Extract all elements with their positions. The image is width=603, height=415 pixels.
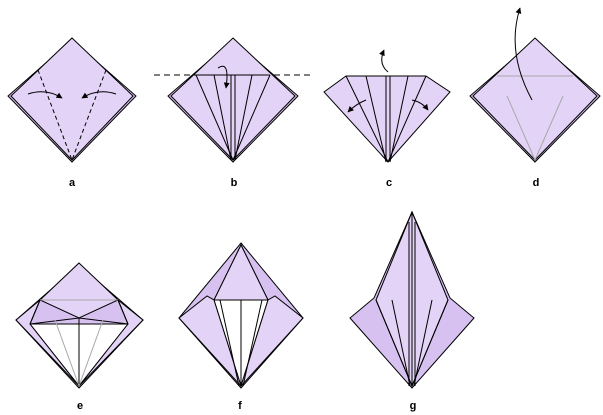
step-label-a: a xyxy=(69,177,76,189)
step-label-d: d xyxy=(533,177,540,189)
step-e-line-d xyxy=(78,317,129,325)
step-label-b: b xyxy=(231,177,238,189)
step-c-arrow-up xyxy=(379,49,389,73)
step-a-figure xyxy=(7,37,137,163)
step-d-figure xyxy=(469,7,601,163)
step-a-crease-left xyxy=(37,69,73,161)
step-g-figure xyxy=(349,210,475,389)
step-b-inner-right xyxy=(234,74,253,161)
step-c-edge-left xyxy=(345,75,389,163)
step-e-figure xyxy=(15,262,144,389)
step-c-inner-left xyxy=(365,75,387,163)
step-b-front-layer xyxy=(170,37,296,161)
step-g-edge-l xyxy=(375,299,413,387)
step-e-line-b xyxy=(117,299,129,325)
step-b-arrow xyxy=(217,65,230,89)
step-c-arrow-right xyxy=(411,99,429,111)
step-c-figure xyxy=(323,49,451,163)
step-a-crease-right xyxy=(71,69,107,161)
step-c-arrow-left xyxy=(347,99,367,113)
step-c-shape xyxy=(323,75,451,163)
step-e-crease-r xyxy=(78,319,104,387)
step-c-inner-right xyxy=(389,75,409,163)
step-d-crease-left xyxy=(506,95,536,161)
step-g-inner-r xyxy=(413,299,433,387)
step-c-edge-right xyxy=(387,75,427,163)
step-f-inner-r xyxy=(242,299,263,387)
step-b-inner-left xyxy=(213,74,232,161)
step-e-line-c xyxy=(29,317,80,325)
step-label-g: g xyxy=(410,400,417,412)
step-b-edge-right xyxy=(232,74,271,161)
step-d-crease-right xyxy=(534,95,564,161)
step-e-line-a xyxy=(29,299,41,325)
step-a-arrow-left xyxy=(27,91,63,99)
step-a-front-layer xyxy=(10,37,134,161)
step-label-e: e xyxy=(77,400,83,412)
step-a-arrow-right xyxy=(81,91,117,99)
step-f-inner-l xyxy=(219,299,240,387)
step-label-c: c xyxy=(386,177,392,189)
step-d-arrow xyxy=(514,7,533,101)
step-g-inner-l xyxy=(391,299,411,387)
step-g-edge-r xyxy=(411,299,449,387)
step-d-front-layer xyxy=(472,37,598,161)
step-label-f: f xyxy=(238,400,242,412)
step-e-crease-l xyxy=(54,319,80,387)
step-b-figure xyxy=(154,37,312,163)
step-f-figure xyxy=(178,242,304,389)
step-b-edge-left xyxy=(195,74,234,161)
